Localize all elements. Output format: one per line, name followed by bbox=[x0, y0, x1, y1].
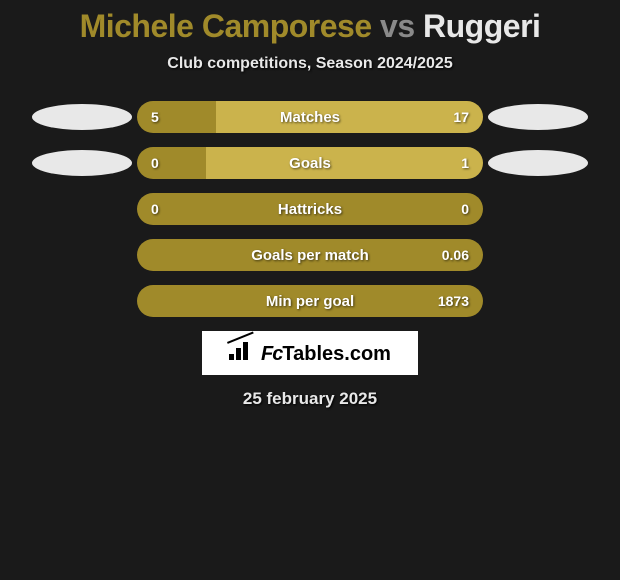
player1-name: Michele Camporese bbox=[80, 8, 372, 44]
stat-bar: 00Hattricks bbox=[137, 193, 483, 225]
stat-row: 517Matches bbox=[0, 101, 620, 133]
stat-bar: 01Goals bbox=[137, 147, 483, 179]
stat-bar: 0.06Goals per match bbox=[137, 239, 483, 271]
player2-badge-slot bbox=[483, 150, 593, 176]
player2-badge bbox=[488, 104, 588, 130]
stat-row: 0.06Goals per match bbox=[0, 239, 620, 271]
stat-row: 1873Min per goal bbox=[0, 285, 620, 317]
player1-badge bbox=[32, 150, 132, 176]
title: Michele Camporese vs Ruggeri bbox=[0, 8, 620, 45]
comparison-infographic: Michele Camporese vs Ruggeri Club compet… bbox=[0, 0, 620, 409]
left-value: 0 bbox=[151, 155, 159, 171]
right-value: 0.06 bbox=[442, 247, 469, 263]
stat-bar: 517Matches bbox=[137, 101, 483, 133]
left-value: 0 bbox=[151, 201, 159, 217]
player2-badge-slot bbox=[483, 104, 593, 130]
left-value: 5 bbox=[151, 109, 159, 125]
stat-row: 01Goals bbox=[0, 147, 620, 179]
stat-rows: 517Matches01Goals00Hattricks0.06Goals pe… bbox=[0, 101, 620, 317]
subtitle: Club competitions, Season 2024/2025 bbox=[0, 55, 620, 73]
player2-name: Ruggeri bbox=[423, 8, 540, 44]
bar-chart-icon bbox=[229, 340, 255, 360]
stat-row: 00Hattricks bbox=[0, 193, 620, 225]
date: 25 february 2025 bbox=[0, 389, 620, 409]
stat-bar: 1873Min per goal bbox=[137, 285, 483, 317]
logo-text: FcTables.com bbox=[261, 343, 391, 366]
right-value: 1 bbox=[461, 155, 469, 171]
right-value: 0 bbox=[461, 201, 469, 217]
player2-badge bbox=[488, 150, 588, 176]
right-value: 1873 bbox=[438, 293, 469, 309]
player1-badge bbox=[32, 104, 132, 130]
right-value: 17 bbox=[453, 109, 469, 125]
vs-label: vs bbox=[380, 8, 415, 44]
fctables-logo: FcTables.com bbox=[202, 331, 418, 375]
player1-badge-slot bbox=[27, 104, 137, 130]
player1-badge-slot bbox=[27, 150, 137, 176]
